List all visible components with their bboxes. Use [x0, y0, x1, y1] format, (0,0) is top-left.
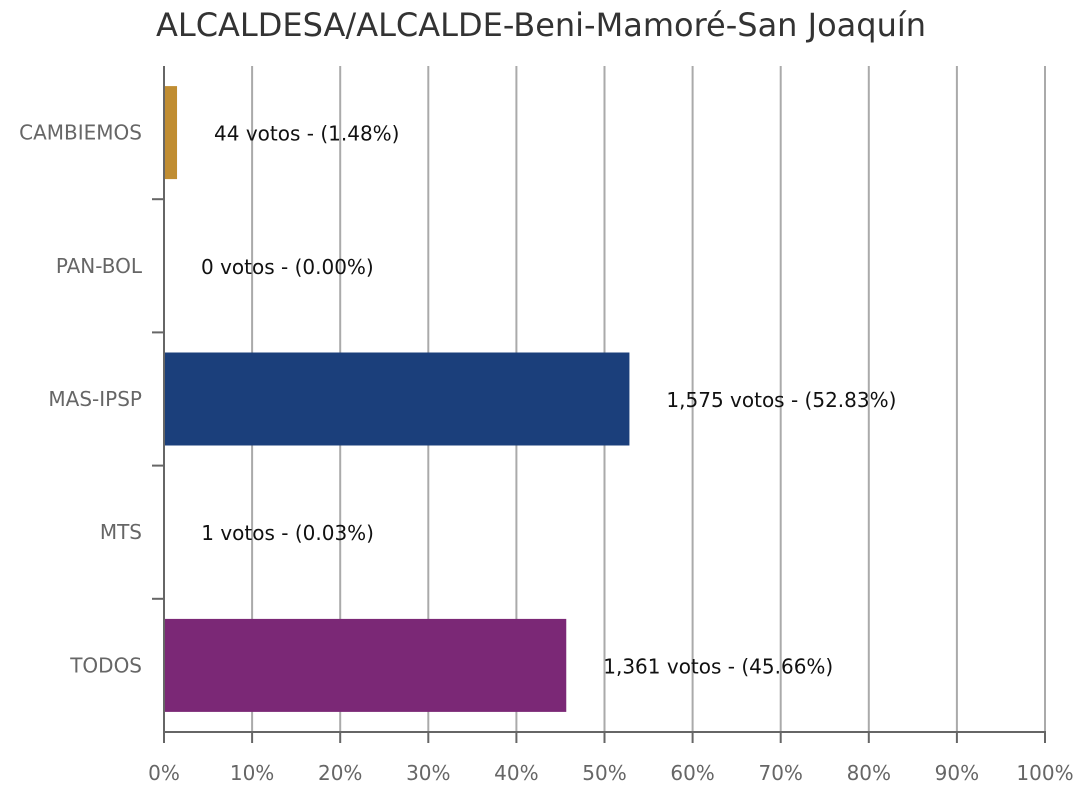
- category-label: TODOS: [69, 653, 142, 677]
- x-tick-label: 70%: [758, 761, 802, 785]
- category-label: CAMBIEMOS: [19, 121, 142, 145]
- x-tick-label: 60%: [670, 761, 714, 785]
- x-tick-label: 20%: [318, 761, 362, 785]
- x-tick-label: 30%: [406, 761, 450, 785]
- bar-cambiemos: [164, 86, 178, 180]
- category-label: PAN-BOL: [56, 254, 143, 278]
- labels: 0% 10% 20% 30% 40% 50% 60% 70% 80% 90% 100% CAMBIEM…: [19, 121, 1073, 785]
- x-tick-label: 100%: [1016, 761, 1073, 785]
- x-tick-label: 90%: [935, 761, 979, 785]
- data-label: 1 votos - (0.03%): [201, 521, 374, 545]
- category-label: MAS-IPSP: [48, 387, 142, 411]
- data-label: 1,575 votos - (52.83%): [666, 388, 896, 412]
- category-label: MTS: [100, 520, 142, 544]
- axes: [152, 66, 1046, 743]
- data-label: 1,361 votos - (45.66%): [603, 654, 833, 678]
- x-tick-label: 80%: [847, 761, 891, 785]
- bar-todos: [164, 618, 567, 712]
- bars: [164, 86, 630, 712]
- bar-mas-ipsp: [164, 352, 630, 446]
- x-tick-label: 50%: [582, 761, 626, 785]
- chart-title: ALCALDESA/ALCALDE-Beni-Mamoré-San Joaquí…: [156, 6, 926, 44]
- x-tick-label: 0%: [148, 761, 180, 785]
- data-label: 0 votos - (0.00%): [201, 255, 374, 279]
- data-label: 44 votos - (1.48%): [214, 122, 399, 146]
- x-tick-label: 40%: [494, 761, 538, 785]
- x-tick-label: 10%: [230, 761, 274, 785]
